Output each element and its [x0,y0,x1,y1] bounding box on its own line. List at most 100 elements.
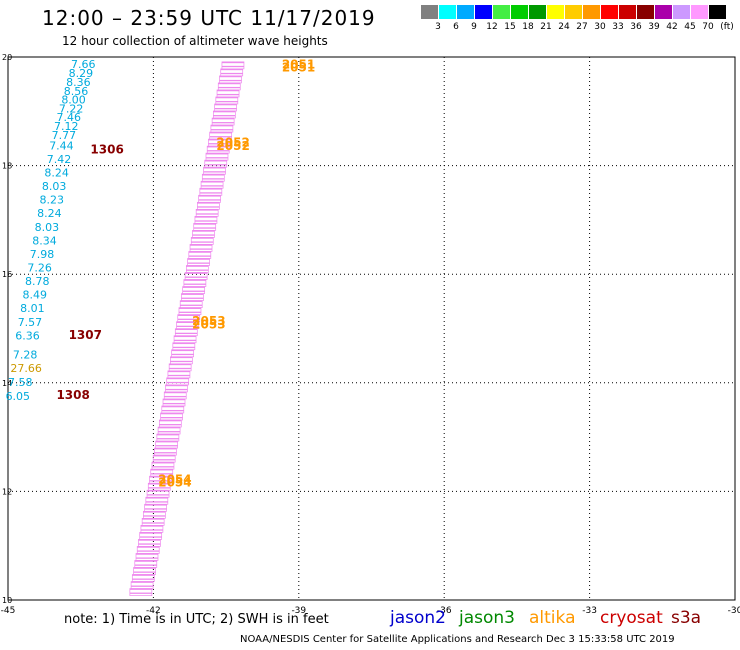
track-stroke [147,494,170,496]
track-glyph [166,377,190,386]
track-glyph [211,117,235,126]
axes: -45 -42 -39 -36 -33 -30 20 18 16 14 12 10 [1,53,740,616]
track-glyph [170,356,193,365]
track-glyph [140,525,164,533]
track-stroke [134,564,157,566]
track-glyph [133,567,156,575]
track-stroke [165,384,188,387]
track-stroke [131,585,154,587]
track-glyph [136,546,160,554]
track-stroke [143,511,166,513]
track-stroke [207,146,230,148]
track-stroke [140,525,163,527]
track-stroke [191,237,214,239]
track-glyph [216,89,240,98]
track-glyph [199,187,223,196]
track-glyph [156,433,180,442]
track-stroke [201,181,224,183]
track-stroke [160,417,183,419]
track-stroke [158,427,181,429]
track-stroke [133,567,156,569]
track-stroke [201,185,224,187]
track-stroke [172,342,195,345]
track-stroke [145,497,168,499]
page-subtitle: 12 hour collection of altimeter wave hei… [62,34,328,48]
track-glyph [167,370,191,379]
track-stroke [139,532,162,534]
track-stroke [186,269,209,271]
track-stroke [204,160,227,162]
legend-swatch [421,5,438,19]
track-glyph [205,152,229,161]
track-stroke [139,536,162,538]
track-stroke [219,79,242,82]
x-tick-label: -33 [582,606,597,616]
track-stroke [170,356,193,359]
track-stroke [218,86,241,89]
legend-label: 30 [594,22,606,32]
page-title: 12:00 – 23:59 UTC 11/17/2019 [42,6,376,30]
track-stroke [176,325,199,328]
track-glyph [160,412,183,421]
swh-label: 8.56 [64,85,88,98]
legend-label: 36 [630,22,642,32]
x-tick-label: -45 [1,606,16,616]
track-stroke [185,272,208,274]
track-glyph [129,588,153,596]
track-glyph [221,61,245,70]
track-stroke [129,588,152,590]
track-glyph [168,363,192,372]
track-stroke [212,122,235,124]
track-stroke [129,592,152,594]
track-stroke [196,209,219,211]
track-stroke [203,167,226,169]
pass-labels: 1306130713082051205120522052205320532054… [56,57,315,489]
track-glyph [220,68,244,77]
track-glyph [161,405,185,414]
track-stroke [166,381,189,384]
track-stroke [155,441,178,443]
track-stroke [161,405,184,408]
track-glyph [194,216,218,224]
track-stroke [181,297,204,299]
track-stroke [192,230,215,232]
track-glyph [187,258,210,266]
track-stroke [208,143,231,145]
track-stroke [196,213,219,215]
legend-swatch [709,5,726,19]
track-glyph [130,581,154,589]
track-stroke [159,420,182,422]
pass-number-label: 2054 [158,472,191,486]
track-glyph [185,265,209,273]
track-stroke [153,459,176,461]
track-glyph [151,461,175,470]
track-stroke [182,290,205,292]
x-tick-label: -39 [291,606,306,616]
swh-label: 8.24 [37,207,62,220]
track-stroke [215,96,238,99]
track-glyph [145,496,169,505]
legend-swatch [493,5,510,19]
pass-number-label: 1307 [69,328,102,342]
swh-label: 8.24 [44,166,69,179]
swh-label: 8.03 [42,180,67,193]
track-stroke [163,398,186,401]
track-stroke [151,466,174,468]
track-glyph [143,510,166,519]
track-stroke [161,409,184,412]
track-glyph [188,251,212,259]
track-stroke [199,188,222,190]
track-stroke [149,476,172,478]
legend-label: 21 [540,22,552,32]
track-stroke [138,539,161,541]
track-stroke [214,107,237,110]
track-glyph [201,173,225,182]
x-tick-label: -36 [437,606,452,616]
track-glyph [204,159,228,168]
swh-label: 7.58 [8,376,33,389]
track-stroke [217,89,240,92]
track-stroke [169,367,192,370]
track-stroke [190,248,213,250]
track-stroke [167,374,190,377]
